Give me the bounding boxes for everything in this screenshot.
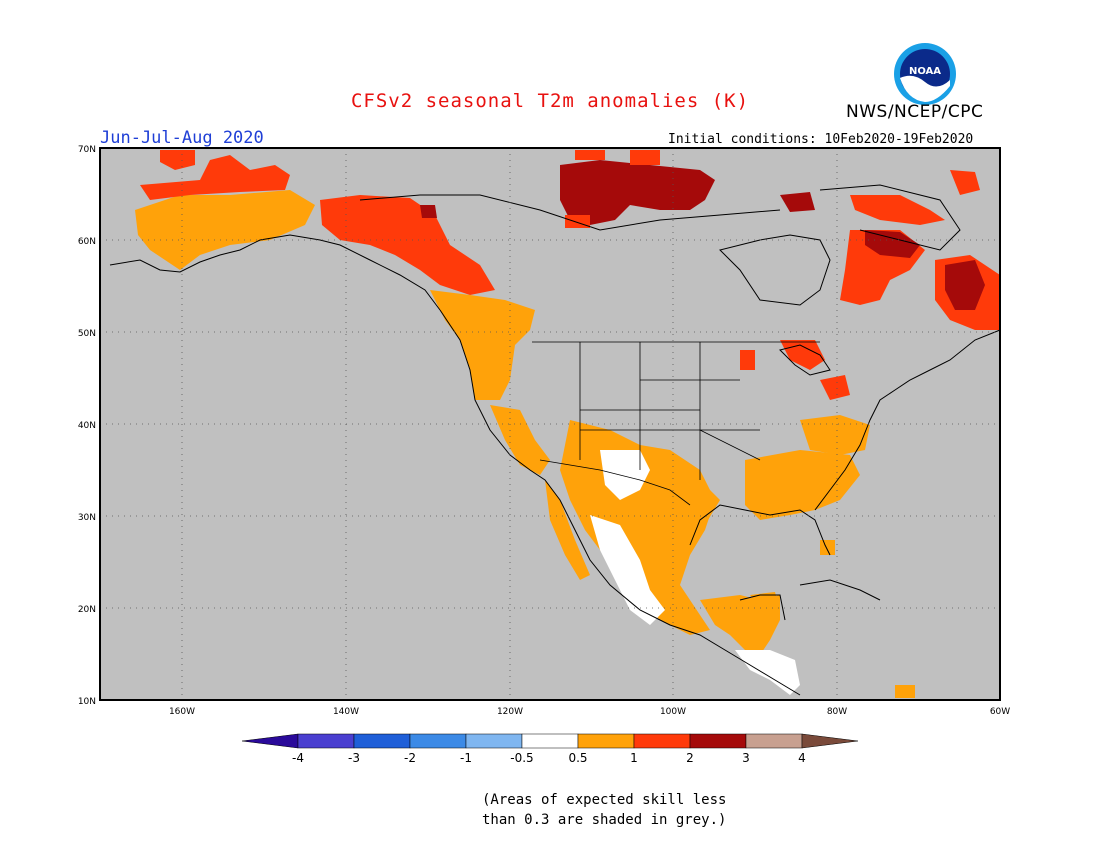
legend-swatch [577, 733, 635, 749]
legend-swatch [297, 733, 355, 749]
border-us-mexico [539, 459, 691, 506]
region-mexico-white [590, 515, 665, 625]
region-arctic-red [575, 150, 605, 160]
region-ontario-red [740, 350, 755, 370]
legend-swatch [745, 733, 803, 749]
legend-label: 4 [798, 751, 806, 765]
region-alaska-red-n [160, 150, 195, 170]
lat-label-40n: 40N [78, 421, 96, 431]
coastline-east [814, 329, 1001, 511]
skill-note-line2: than 0.3 are shaded in grey.) [482, 812, 727, 828]
legend-swatch [689, 733, 747, 749]
region-yukon-red [320, 195, 495, 295]
latitude-labels: 70N 60N 50N 40N 30N 20N 10N [78, 145, 96, 707]
legend-label: -2 [404, 751, 416, 765]
region-labrador-darkred [865, 230, 920, 258]
region-yucatan-orange [750, 592, 780, 615]
lat-label-50n: 50N [78, 329, 96, 339]
legend-swatch [353, 733, 411, 749]
legend-label: 3 [742, 751, 750, 765]
region-atlantic-darkred [945, 260, 985, 310]
anomaly-map: 70N 60N 50N 40N 30N 20N 10N 160W 140W 12… [78, 145, 1010, 717]
graticule [100, 148, 1000, 700]
legend-swatch [633, 733, 691, 749]
region-baffin-red [850, 195, 945, 225]
coastline-gulf [689, 504, 831, 556]
coastlines [109, 184, 1001, 696]
region-cuba-white [820, 540, 835, 555]
coastline-baffin [819, 184, 961, 251]
longitude-labels: 160W 140W 120W 100W 80W 60W [169, 707, 1010, 717]
legend-swatch [465, 733, 523, 749]
chart-title: CFSv2 seasonal T2m anomalies (K) [350, 90, 750, 112]
legend-swatch [409, 733, 467, 749]
region-sw-orange [560, 420, 715, 635]
lat-label-70n: 70N [78, 145, 96, 155]
coastline-alaska [109, 234, 441, 311]
lon-label-100w: 100W [660, 707, 686, 717]
region-pacnw-orange [430, 290, 535, 400]
region-centam-white [735, 650, 800, 695]
lon-label-120w: 120W [497, 707, 523, 717]
region-yukon-darkred [420, 205, 437, 218]
region-arctic-red3 [565, 215, 590, 228]
region-arctic-red2 [630, 150, 660, 165]
region-alaska-red [140, 155, 290, 200]
lat-label-20n: 20N [78, 605, 96, 615]
organization-label: NWS/NCEP/CPC [846, 102, 984, 122]
lon-label-60w: 60W [990, 707, 1010, 717]
legend-label: -1 [460, 751, 472, 765]
coastline-cuba [799, 579, 881, 601]
noaa-logo: NOAA [893, 42, 957, 106]
coastline-yucatan [739, 594, 786, 621]
region-baffin-darkred [780, 192, 815, 212]
legend-label: 0.5 [568, 751, 587, 765]
region-ne-red [820, 375, 850, 400]
region-baja-orange [545, 480, 590, 580]
color-legend: -4 -3 -2 -1 -0.5 0.5 1 2 3 4 [241, 733, 859, 765]
legend-label: 1 [630, 751, 638, 765]
lat-label-60n: 60N [78, 237, 96, 247]
legend-label: -0.5 [510, 751, 533, 765]
lon-label-160w: 160W [169, 707, 195, 717]
legend-swatch [521, 733, 579, 749]
region-gulf-orange [655, 475, 720, 545]
legend-swatch-max [801, 733, 859, 749]
lat-label-10n: 10N [78, 697, 96, 707]
legend-label: -3 [348, 751, 360, 765]
region-se-orange [745, 450, 860, 520]
region-cali-orange [490, 405, 550, 475]
skill-note-line1: (Areas of expected skill less [482, 792, 727, 808]
lat-label-30n: 30N [78, 513, 96, 523]
coastline-arctic [359, 194, 781, 231]
coastline-west [439, 309, 801, 696]
border-state-lines [579, 342, 761, 480]
region-arctic-darkred [560, 160, 715, 225]
legend-swatch-min [241, 733, 299, 749]
lon-label-80w: 80W [827, 707, 847, 717]
initial-conditions-label: Initial conditions: 10Feb2020-19Feb2020 [668, 132, 974, 147]
political-borders [532, 341, 820, 506]
region-caribbean-orange [895, 685, 915, 698]
logo-text: NOAA [909, 66, 941, 77]
coastline-hudson [719, 234, 831, 306]
coastline-greatlakes [779, 344, 831, 376]
region-se-orange2 [800, 415, 870, 455]
region-greenland-red [950, 170, 980, 195]
region-sw-white [600, 450, 650, 500]
lon-label-140w: 140W [333, 707, 359, 717]
season-label: Jun-Jul-Aug 2020 [100, 128, 264, 148]
region-alaska-orange [135, 190, 315, 270]
map-frame [99, 147, 1001, 701]
legend-label: -4 [292, 751, 304, 765]
region-centam-orange [700, 595, 780, 655]
legend-label: 2 [686, 751, 694, 765]
